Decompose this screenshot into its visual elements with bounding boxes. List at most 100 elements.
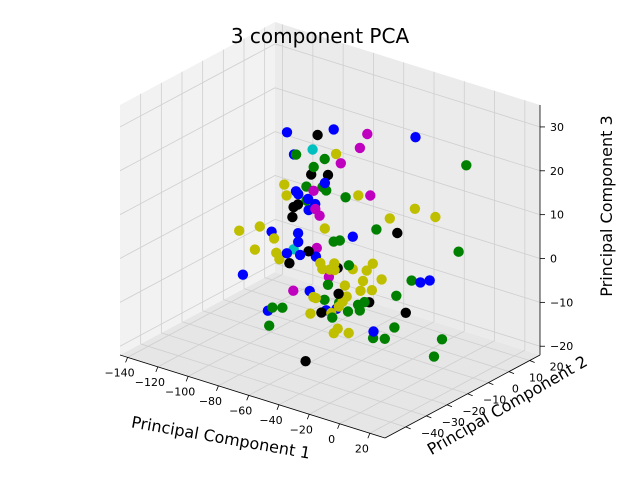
y-axis-line: [384, 354, 541, 439]
data-point-blue: [237, 269, 249, 280]
data-point-yellow: [268, 233, 280, 244]
data-point-blue: [293, 189, 304, 200]
z-grid-line-back: [274, 43, 541, 128]
data-point-yellow: [330, 148, 342, 160]
data-point-black: [284, 258, 295, 269]
data-point-green: [327, 312, 338, 323]
data-point-magenta: [311, 242, 322, 254]
z-tick-label: −20: [550, 340, 573, 353]
data-point-yellow: [329, 264, 340, 276]
data-point-yellow: [337, 296, 348, 307]
data-point-black: [287, 211, 298, 223]
data-point-yellow: [254, 221, 265, 232]
y-tick-label: 0: [512, 383, 519, 396]
data-point-blue: [292, 228, 304, 239]
data-point-blue: [302, 193, 314, 205]
x-tick-mark: [246, 395, 250, 401]
x-grid-line-floor: [127, 274, 283, 358]
x-tick-label: −140: [104, 366, 134, 379]
data-point-green: [290, 149, 302, 160]
y-tick-mark: [529, 360, 535, 363]
y-tick-mark: [467, 393, 473, 397]
data-point-yellow: [384, 213, 395, 224]
data-point-black: [300, 356, 311, 367]
data-point-yellow: [357, 275, 369, 287]
data-point-green: [453, 246, 464, 257]
z-grid-line-left: [119, 87, 276, 172]
y-tick-label: 20: [550, 361, 564, 374]
x-grid-line-floor: [278, 321, 435, 406]
data-point-yellow: [367, 258, 378, 269]
data-point-green: [342, 306, 354, 317]
data-point-black: [333, 288, 344, 299]
x-tick-mark: [125, 357, 128, 363]
data-point-yellow: [376, 274, 387, 285]
data-point-black: [316, 307, 327, 318]
y-tick-mark: [426, 415, 432, 419]
z-grid-line-left: [119, 43, 276, 128]
z-grid-line-back: [274, 218, 541, 303]
data-point-green: [328, 236, 339, 247]
data-point-yellow: [310, 292, 321, 304]
axis-lines: [119, 105, 545, 439]
data-point-yellow: [328, 328, 339, 339]
z-tick-label: 10: [550, 209, 564, 222]
x-tick-mark: [337, 423, 340, 429]
y-tick-label: 10: [529, 372, 543, 385]
data-point-green: [264, 320, 275, 331]
x-tick-label: 0: [328, 433, 335, 446]
data-point-blue: [293, 236, 304, 248]
data-point-green: [343, 260, 355, 271]
x-tick-mark: [276, 404, 280, 410]
y-tick-mark: [405, 426, 411, 430]
y-grid-line-floor: [140, 343, 406, 428]
data-point-green: [406, 275, 417, 286]
z-tick-label: −10: [550, 296, 573, 309]
y-grid-line-floor: [181, 321, 448, 406]
data-point-black: [303, 246, 314, 257]
x-grid-line-floor: [369, 349, 526, 434]
y-tick-mark: [488, 382, 494, 386]
data-point-green: [391, 290, 402, 301]
x-grid-line-floor: [339, 340, 495, 425]
x-tick-mark: [367, 433, 371, 439]
data-point-black: [312, 129, 323, 141]
data-point-green: [379, 333, 390, 344]
data-point-black: [392, 227, 403, 239]
x-tick-mark: [216, 385, 219, 391]
x-grid-line-floor: [157, 283, 314, 368]
data-point-black: [322, 169, 334, 181]
data-point-green: [308, 161, 319, 173]
data-point-green: [389, 322, 400, 333]
data-point-green: [322, 279, 334, 290]
data-point-blue: [415, 277, 426, 288]
left-pane: [120, 22, 275, 355]
y-grid-line-floor: [202, 310, 468, 395]
data-point-green: [461, 160, 472, 171]
y-tick-mark: [508, 371, 515, 374]
x-tick-label: −60: [229, 404, 252, 417]
data-point-green: [352, 299, 364, 310]
data-point-yellow: [305, 308, 316, 319]
data-point-magenta: [288, 285, 299, 296]
x-grid-line-floor: [248, 311, 404, 396]
data-point-yellow: [271, 247, 282, 258]
x-tick-label: −80: [199, 395, 222, 408]
z-grid-line-left: [119, 175, 276, 259]
data-point-green: [428, 351, 440, 362]
data-point-yellow: [361, 265, 372, 276]
data-point-black: [400, 307, 411, 318]
data-point-blue: [328, 124, 339, 135]
data-point-blue: [294, 249, 306, 261]
y-tick-label: −40: [421, 427, 444, 440]
data-point-magenta: [335, 158, 346, 169]
data-point-black: [292, 199, 304, 210]
tick-labels: −140−120−100−80−60−40−20020−40−30−20−100…: [104, 121, 573, 455]
data-point-blue: [281, 127, 293, 138]
data-point-magenta: [314, 210, 325, 221]
x-tick-label: −120: [135, 376, 165, 389]
y-tick-label: −20: [462, 405, 485, 418]
y-grid-line-floor: [161, 332, 427, 417]
data-point-yellow: [343, 327, 354, 339]
z-grid-line-back: [274, 131, 541, 216]
